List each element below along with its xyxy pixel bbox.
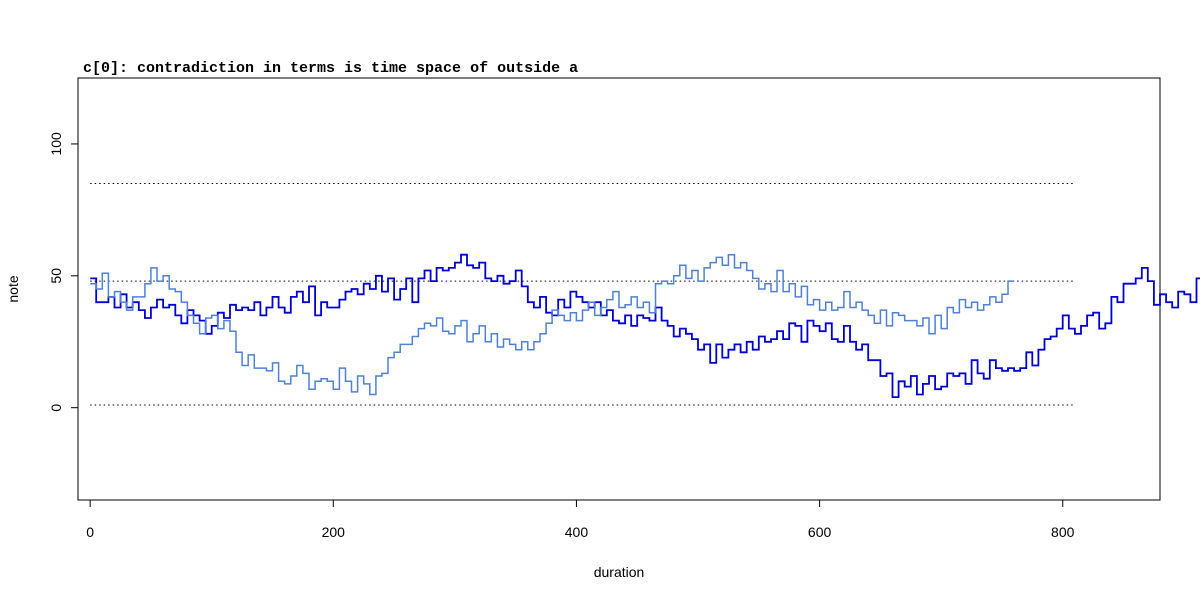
series-layer [90, 253, 1200, 398]
x-tick-label-0: 0 [86, 524, 94, 540]
x-axis-label: duration [594, 564, 645, 580]
x-tick-label-4: 800 [1051, 524, 1075, 540]
series-line-1 [90, 253, 1015, 396]
y-tick-label-1: 50 [48, 268, 64, 284]
y-axis-label: note [5, 275, 21, 302]
x-axis: 0 200 400 600 800 [86, 499, 1075, 540]
x-tick-label-1: 200 [322, 524, 346, 540]
y-tick-label-2: 100 [48, 132, 64, 156]
x-tick-label-2: 400 [565, 524, 589, 540]
plot-frame [77, 77, 1161, 501]
y-tick-label-0: 0 [48, 404, 64, 412]
chart-title: c[0]: contradiction in terms is time spa… [83, 60, 578, 77]
y-axis: 0 50 100 [48, 132, 79, 412]
series-line-0 [90, 253, 1200, 398]
x-tick-label-3: 600 [808, 524, 832, 540]
reference-lines [90, 183, 1075, 406]
